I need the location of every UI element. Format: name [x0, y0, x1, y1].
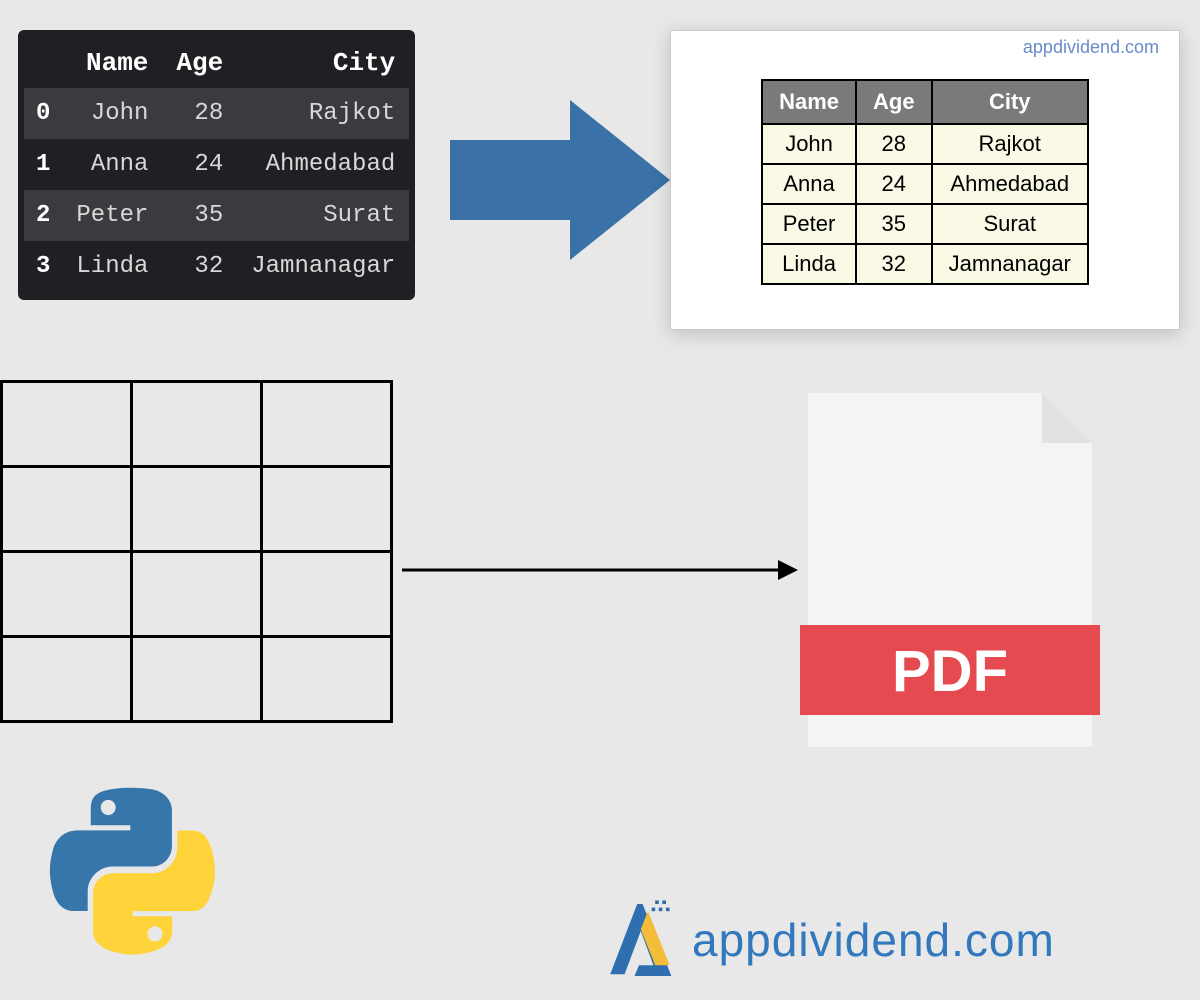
index-header: [24, 38, 62, 88]
cell: Linda: [762, 244, 856, 284]
cell: Anna: [62, 139, 162, 190]
cell: 32: [162, 241, 237, 292]
col-header: City: [237, 38, 409, 88]
cell: John: [62, 88, 162, 139]
table-row: 2 Peter 35 Surat: [24, 190, 409, 241]
table-row: 3 Linda 32 Jamnanagar: [24, 241, 409, 292]
row-index: 1: [24, 139, 62, 190]
grid-row: [2, 382, 392, 467]
cell: Jamnanagar: [932, 244, 1088, 284]
table-row: Anna 24 Ahmedabad: [762, 164, 1088, 204]
brand-a-icon: [594, 895, 684, 985]
cell: 28: [162, 88, 237, 139]
cell: 24: [162, 139, 237, 190]
cell: Jamnanagar: [237, 241, 409, 292]
cell: John: [762, 124, 856, 164]
row-index: 0: [24, 88, 62, 139]
cell: 28: [856, 124, 932, 164]
cell: 32: [856, 244, 932, 284]
cell: Linda: [62, 241, 162, 292]
cell: Surat: [237, 190, 409, 241]
cell: Ahmedabad: [932, 164, 1088, 204]
cell: Rajkot: [237, 88, 409, 139]
pdf-preview-panel: appdividend.com Name Age City John 28 Ra…: [670, 30, 1180, 330]
col-header: Age: [162, 38, 237, 88]
grid-cell: [262, 552, 392, 637]
grid-row: [2, 467, 392, 552]
grid-cell: [2, 552, 132, 637]
watermark-text: appdividend.com: [1023, 37, 1159, 58]
grid-row: [2, 552, 392, 637]
pdf-table: Name Age City John 28 Rajkot Anna 24 Ahm…: [761, 79, 1089, 285]
grid-cell: [132, 552, 262, 637]
dataframe-table: Name Age City 0 John 28 Rajkot 1 Anna 24…: [18, 30, 415, 300]
pdf-file-icon: PDF: [800, 385, 1100, 760]
grid-cell: [262, 637, 392, 722]
cell: Anna: [762, 164, 856, 204]
convert-arrow-icon: [400, 550, 800, 595]
grid-cell: [262, 382, 392, 467]
table-row: 0 John 28 Rajkot: [24, 88, 409, 139]
cell: Peter: [762, 204, 856, 244]
grid-cell: [132, 467, 262, 552]
row-index: 3: [24, 241, 62, 292]
cell: 24: [856, 164, 932, 204]
table-header-row: Name Age City: [24, 38, 409, 88]
col-header: Age: [856, 80, 932, 124]
grid-cell: [2, 382, 132, 467]
empty-grid-icon: [0, 380, 393, 723]
dark-table: Name Age City 0 John 28 Rajkot 1 Anna 24…: [24, 38, 409, 292]
row-index: 2: [24, 190, 62, 241]
brand-logo: appdividend.com: [594, 895, 1055, 985]
table-row: Peter 35 Surat: [762, 204, 1088, 244]
transform-arrow-icon: [450, 100, 670, 265]
grid-cell: [2, 637, 132, 722]
cell: 35: [162, 190, 237, 241]
brand-text: appdividend.com: [692, 913, 1055, 967]
col-header: Name: [762, 80, 856, 124]
python-logo-icon: [45, 785, 215, 960]
grid-cell: [262, 467, 392, 552]
cell: Rajkot: [932, 124, 1088, 164]
col-header: Name: [62, 38, 162, 88]
cell: 35: [856, 204, 932, 244]
pdf-label: PDF: [892, 639, 1008, 704]
grid-row: [2, 637, 392, 722]
grid-cell: [132, 382, 262, 467]
table-row: 1 Anna 24 Ahmedabad: [24, 139, 409, 190]
table-row: John 28 Rajkot: [762, 124, 1088, 164]
table-row: Linda 32 Jamnanagar: [762, 244, 1088, 284]
cell: Surat: [932, 204, 1088, 244]
cell: Peter: [62, 190, 162, 241]
col-header: City: [932, 80, 1088, 124]
grid-cell: [132, 637, 262, 722]
cell: Ahmedabad: [237, 139, 409, 190]
grid-cell: [2, 467, 132, 552]
table-header-row: Name Age City: [762, 80, 1088, 124]
